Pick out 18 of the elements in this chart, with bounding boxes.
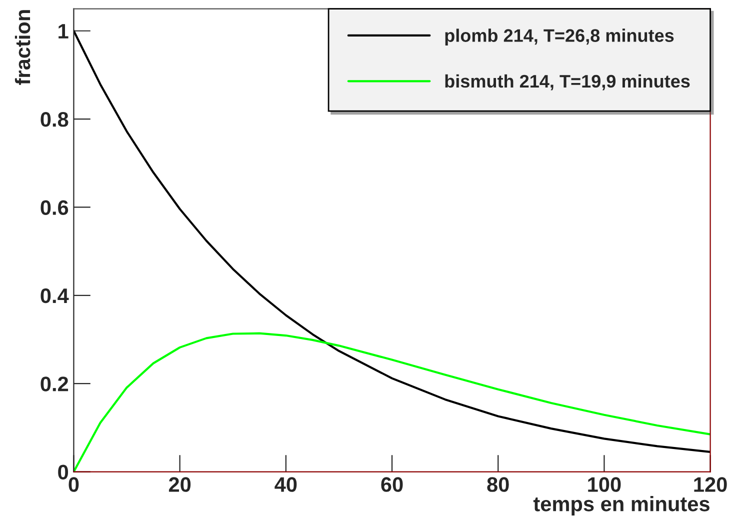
line-series	[74, 30, 710, 453]
x-tick-label: 20	[168, 477, 191, 492]
x-tick-label: 0	[68, 477, 79, 492]
y-tick-label: 1	[58, 24, 68, 38]
x-tick-label: 120	[694, 477, 727, 492]
x-tick-label: 80	[487, 477, 509, 492]
x-tick-label: 100	[588, 477, 621, 492]
x-tick-label: 60	[381, 477, 403, 492]
y-tick-label: 0.6	[40, 200, 68, 215]
legend-label: bismuth 214, T=19,9 minutes	[445, 74, 690, 90]
y-tick-label: 0.4	[40, 288, 69, 304]
y-tick-label: 0	[58, 464, 68, 480]
x-tick-label: 40	[274, 477, 297, 492]
y-axis-title: fraction	[14, 10, 30, 85]
y-tick-label: 0.2	[40, 376, 68, 392]
y-tick-label: 0.8	[40, 112, 68, 127]
legend-label: plomb 214, T=26,8 minutes	[445, 28, 674, 46]
x-axis-title: temps en minutes	[533, 496, 710, 516]
